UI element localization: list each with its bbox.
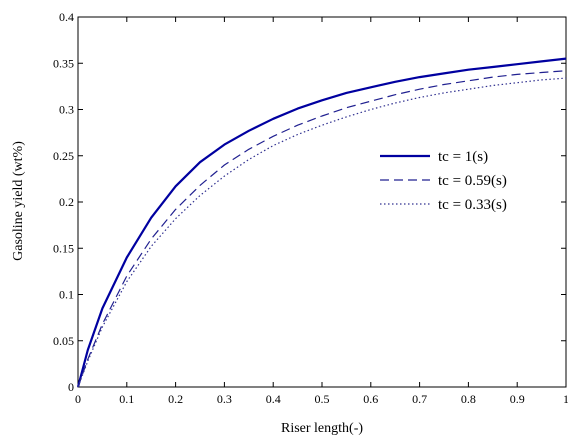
series-line-1 bbox=[76, 57, 567, 388]
series-line-2 bbox=[77, 70, 567, 388]
y-tick-label: 0.1 bbox=[59, 288, 74, 302]
x-tick-label: 0.9 bbox=[510, 392, 525, 406]
legend-label-2: tc = 0.59(s) bbox=[438, 173, 507, 189]
x-tick-label: 0.4 bbox=[266, 392, 281, 406]
y-tick-label: 0.2 bbox=[59, 195, 74, 209]
x-tick-label: 1 bbox=[563, 392, 568, 406]
x-axis-title: Riser length(-) bbox=[281, 421, 363, 436]
y-tick-label: 0.3 bbox=[59, 103, 74, 117]
legend-label-3: tc = 0.33(s) bbox=[438, 197, 507, 213]
plot-area: 0 0.1 0.2 0.3 0.4 0.5 0.6 0.7 0.8 0.9 1 0 0.05 0.1 0.1… bbox=[53, 10, 568, 406]
x-tick-label: 0.5 bbox=[315, 392, 330, 406]
x-tick-label: 0.2 bbox=[168, 392, 183, 406]
y-tick-label: 0 bbox=[68, 380, 74, 394]
y-tick-label: 0.25 bbox=[53, 149, 74, 163]
y-axis-title: Gasoline yield (wt%) bbox=[11, 141, 26, 261]
y-tick-label: 0.4 bbox=[59, 10, 74, 24]
x-tick-label: 0.6 bbox=[363, 392, 378, 406]
y-tick-label: 0.05 bbox=[53, 334, 74, 348]
x-tick-label: 0.7 bbox=[412, 392, 427, 406]
x-tick-label: 0.8 bbox=[461, 392, 476, 406]
x-tick-label: 0 bbox=[75, 392, 81, 406]
y-tick-label: 0.35 bbox=[53, 56, 74, 70]
x-tick-label: 0.3 bbox=[217, 392, 232, 406]
y-tick-label: 0.15 bbox=[53, 241, 74, 255]
x-tick-label: 0.1 bbox=[119, 392, 134, 406]
legend-label-1: tc = 1(s) bbox=[438, 149, 488, 165]
